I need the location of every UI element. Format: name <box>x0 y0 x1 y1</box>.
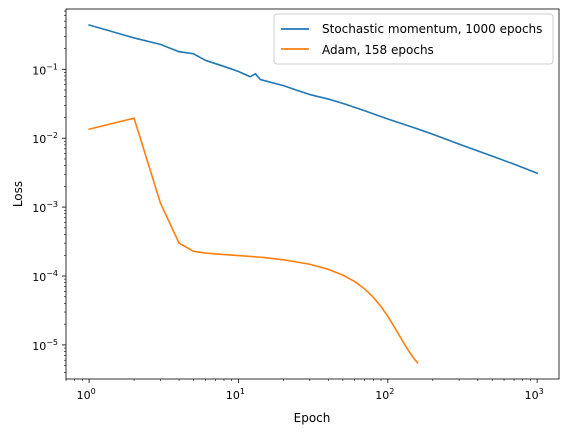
y-tick-label: 10−2 <box>32 131 58 146</box>
legend-label-stochastic-momentum: Stochastic momentum, 1000 epochs <box>322 22 542 36</box>
legend-frame <box>273 13 554 65</box>
x-axis-label: Epoch <box>294 411 331 425</box>
y-axis-label: Loss <box>11 181 25 207</box>
y-tick-label: 10−4 <box>32 269 58 284</box>
y-tick-label: 10−1 <box>32 62 58 77</box>
y-tick-label: 10−5 <box>32 338 58 353</box>
x-axis: 100 101 102 103 <box>65 379 544 402</box>
x-tick-label: 102 <box>375 387 394 402</box>
plot-frame <box>65 8 560 380</box>
x-tick-label: 103 <box>525 387 544 402</box>
x-tick-label: 101 <box>226 387 245 402</box>
legend: Stochastic momentum, 1000 epochs Adam, 1… <box>273 13 554 65</box>
x-tick-label: 100 <box>77 387 96 402</box>
y-axis: 10−5 10−4 10−3 10−2 10−1 <box>32 10 66 373</box>
plot-area <box>66 9 559 379</box>
legend-label-adam: Adam, 158 epochs <box>322 43 434 57</box>
series-line-1 <box>88 117 419 364</box>
series-layer <box>88 23 539 364</box>
y-tick-label: 10−3 <box>32 200 58 215</box>
series-line-0 <box>88 23 539 175</box>
